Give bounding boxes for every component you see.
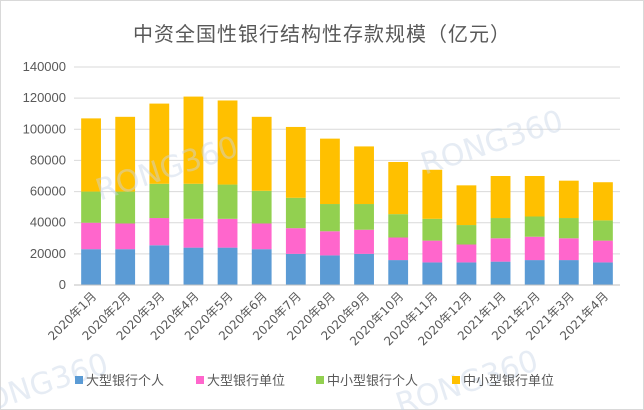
- bar-segment: [354, 146, 374, 205]
- bar-segment: [81, 118, 101, 192]
- bar-segment: [456, 185, 477, 226]
- bar-segment: [422, 218, 443, 241]
- bar-segment: [81, 191, 101, 223]
- bar-segment: [456, 244, 477, 263]
- bar-segment: [115, 116, 136, 192]
- bar-segment: [217, 218, 238, 248]
- y-tick-label: 120000: [23, 90, 66, 105]
- legend-swatch: [452, 376, 460, 384]
- legend-swatch: [316, 376, 324, 384]
- bar-segment: [388, 161, 409, 215]
- bar-segment: [490, 218, 511, 239]
- bar-segment: [285, 126, 306, 198]
- watermark-text: RONG360: [417, 104, 568, 183]
- bar-segment: [251, 116, 272, 191]
- bar-segment: [593, 220, 613, 241]
- bar-segment: [115, 191, 136, 224]
- bar-segment: [251, 190, 272, 224]
- bar-segment: [183, 183, 204, 219]
- bar-segment: [149, 103, 170, 184]
- bar-segment: [183, 96, 204, 184]
- bar-segment: [422, 262, 443, 285]
- y-tick-label: 100000: [23, 121, 66, 136]
- bar-segment: [251, 249, 272, 285]
- bar-segment: [490, 238, 511, 262]
- bar-segment: [593, 182, 613, 221]
- bar-segment: [388, 237, 409, 261]
- legend-swatch: [196, 376, 204, 384]
- bar-segment: [183, 247, 204, 285]
- bar-segment: [149, 183, 170, 219]
- bar-segment: [320, 255, 340, 285]
- bar-segment: [251, 223, 272, 250]
- legend-label: 中小型银行单位: [463, 374, 554, 389]
- bar-segment: [524, 260, 545, 285]
- bar-segment: [388, 260, 409, 285]
- bar-segment: [490, 261, 511, 285]
- bar-segment: [354, 229, 374, 254]
- bar-segment: [354, 204, 374, 230]
- bar-segment: [422, 240, 443, 263]
- bar-segment: [149, 245, 170, 285]
- legend-label: 大型银行单位: [207, 374, 285, 389]
- bar-segment: [388, 214, 409, 238]
- bar-segment: [558, 180, 579, 219]
- bar-segment: [285, 228, 306, 254]
- bar-segment: [456, 225, 477, 245]
- bar-segment: [490, 176, 511, 219]
- y-tick-label: 80000: [30, 152, 66, 167]
- y-tick-label: 60000: [30, 184, 66, 199]
- bar-segment: [81, 222, 101, 250]
- bar-segment: [558, 238, 579, 261]
- bar-segment: [524, 216, 545, 237]
- bars: [81, 96, 613, 285]
- legend-swatch: [75, 376, 83, 384]
- y-tick-label: 20000: [30, 246, 66, 261]
- bar-segment: [81, 249, 101, 285]
- chart-title: 中资全国性银行结构性存款规模（亿元）: [133, 22, 511, 46]
- bar-segment: [320, 138, 340, 205]
- bar-segment: [115, 223, 136, 250]
- bar-segment: [217, 100, 238, 185]
- bar-segment: [456, 262, 477, 285]
- bar-segment: [285, 197, 306, 229]
- legend: 大型银行个人 大型银行单位 中小型银行个人 中小型银行单位: [75, 374, 554, 389]
- bar-segment: [115, 249, 136, 285]
- legend-label: 中小型银行个人: [327, 374, 418, 389]
- bar-segment: [320, 231, 340, 256]
- bar-segment: [217, 247, 238, 285]
- bar-segment: [558, 260, 579, 285]
- bar-segment: [593, 262, 613, 285]
- bar-segment: [593, 240, 613, 263]
- bar-segment: [183, 218, 204, 248]
- legend-label: 大型银行个人: [86, 374, 164, 389]
- bar-segment: [524, 176, 545, 217]
- bar-segment: [320, 204, 340, 232]
- bar-segment: [217, 184, 238, 219]
- bar-segment: [422, 169, 443, 219]
- bar-segment: [285, 253, 306, 285]
- y-tick-label: 0: [59, 277, 66, 292]
- bar-segment: [149, 218, 170, 246]
- bar-segment: [558, 218, 579, 239]
- bar-segment: [354, 253, 374, 285]
- y-tick-label: 140000: [23, 59, 66, 74]
- y-tick-label: 40000: [30, 215, 66, 230]
- bar-segment: [524, 236, 545, 261]
